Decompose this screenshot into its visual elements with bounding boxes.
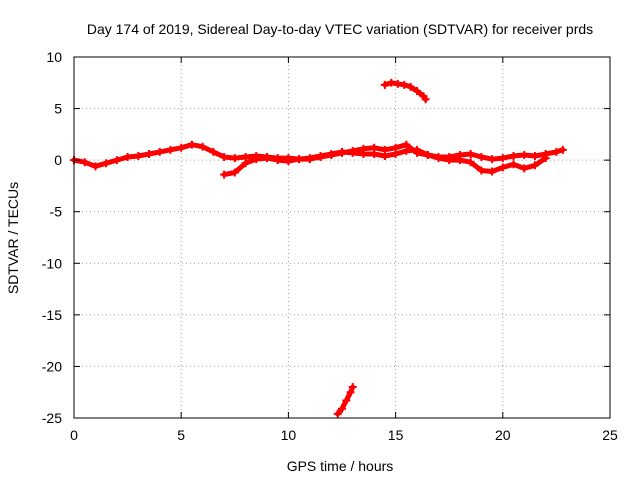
- data-point-main-trace-a-12: [198, 142, 207, 151]
- data-point-main-trace-a-40: [498, 154, 507, 163]
- data-point-main-trace-b-15: [380, 152, 389, 161]
- x-tick-label-4: 20: [495, 427, 511, 443]
- data-point-main-trace-b-6: [284, 157, 293, 166]
- data-point-main-trace-b-26: [498, 163, 507, 172]
- x-tick-label-1: 5: [177, 427, 185, 443]
- data-point-main-trace-b-19: [423, 150, 432, 159]
- data-point-main-trace-b-3: [252, 155, 261, 164]
- data-point-main-trace-b-11: [338, 147, 346, 156]
- data-point-main-trace-a-10: [177, 143, 186, 152]
- data-point-main-trace-b-28: [520, 164, 529, 173]
- data-point-main-trace-a-41: [509, 152, 518, 161]
- data-point-upper-arc-5: [413, 87, 422, 96]
- data-point-main-trace-a-46: [558, 145, 567, 154]
- data-point-main-trace-a-1: [80, 158, 89, 167]
- data-point-upper-arc-4: [406, 82, 415, 91]
- x-tick-label-2: 10: [281, 427, 297, 443]
- data-point-main-trace-a-3: [102, 159, 111, 168]
- data-point-main-trace-a-42: [520, 150, 529, 159]
- x-axis-label: GPS time / hours: [287, 458, 394, 474]
- data-point-main-trace-b-20: [434, 154, 443, 163]
- data-point-main-trace-a-6: [134, 152, 143, 161]
- data-point-main-trace-a-37: [466, 149, 475, 158]
- data-point-lower-arc-3: [346, 388, 355, 397]
- data-point-main-trace-a-15: [230, 154, 239, 163]
- series-upper-arc: [380, 78, 430, 104]
- data-point-upper-arc-3: [400, 80, 409, 89]
- y-tick-label-7: 10: [46, 49, 62, 65]
- data-point-main-trace-a-2: [91, 162, 100, 171]
- data-point-main-trace-b-0: [220, 170, 229, 179]
- y-tick-label-0: -25: [42, 410, 62, 426]
- data-point-main-trace-a-38: [477, 153, 486, 162]
- x-tick-label-3: 15: [388, 427, 404, 443]
- data-point-main-trace-b-4: [262, 154, 271, 163]
- data-point-lower-arc-1: [338, 404, 346, 413]
- data-point-main-trace-b-27: [509, 160, 518, 169]
- data-point-upper-arc-0: [380, 80, 389, 89]
- data-point-upper-arc-7: [421, 95, 430, 104]
- data-point-upper-arc-1: [387, 78, 396, 87]
- data-point-main-trace-a-4: [112, 156, 121, 165]
- data-point-lower-arc-2: [342, 396, 351, 405]
- data-point-main-trace-b-16: [391, 149, 400, 158]
- data-point-main-trace-b-10: [327, 149, 336, 158]
- plot-frame: [73, 56, 611, 419]
- axis-ticks: 0 5 10 15 20 25 -25 -20 -15 -10 -5 0 5 10: [42, 49, 618, 443]
- data-point-upper-arc-2: [393, 79, 402, 88]
- data-point-main-trace-b-13: [359, 149, 368, 158]
- data-point-main-trace-a-45: [552, 147, 561, 156]
- data-point-main-trace-b-18: [413, 145, 422, 154]
- y-tick-label-3: -10: [42, 255, 62, 271]
- x-tick-label-5: 25: [602, 427, 618, 443]
- data-point-main-trace-a-13: [209, 147, 218, 156]
- data-point-main-trace-a-39: [488, 155, 497, 164]
- data-point-main-trace-b-2: [241, 159, 250, 168]
- data-point-main-trace-a-8: [155, 147, 164, 156]
- data-series-layer: [70, 78, 567, 418]
- data-point-main-trace-b-8: [305, 154, 314, 163]
- data-point-main-trace-b-21: [445, 156, 454, 165]
- data-point-main-trace-b-12: [348, 148, 357, 157]
- data-point-main-trace-b-30: [541, 154, 550, 163]
- x-tick-label-0: 0: [70, 427, 78, 443]
- series-lower-arc: [333, 383, 357, 418]
- data-point-main-trace-a-14: [220, 153, 229, 162]
- data-point-main-trace-a-9: [166, 145, 175, 154]
- y-tick-label-4: -5: [50, 204, 63, 220]
- plot-border: [73, 56, 611, 419]
- y-tick-label-6: 5: [54, 101, 62, 117]
- data-point-main-trace-b-17: [402, 146, 411, 155]
- y-tick-label-5: 0: [54, 152, 62, 168]
- data-point-main-trace-b-7: [295, 155, 304, 164]
- data-point-main-trace-a-5: [123, 153, 132, 162]
- data-point-main-trace-a-7: [145, 149, 154, 158]
- data-point-main-trace-b-29: [530, 161, 539, 170]
- series-main-trace-b: [220, 145, 550, 179]
- data-point-main-trace-a-43: [530, 152, 539, 161]
- y-axis-label: SDTVAR / TECUs: [5, 182, 21, 294]
- y-tick-label-1: -20: [42, 358, 62, 374]
- data-point-main-trace-b-9: [316, 152, 325, 161]
- data-point-main-trace-b-25: [488, 167, 497, 176]
- data-point-main-trace-b-23: [466, 158, 475, 167]
- data-point-main-trace-b-1: [230, 168, 239, 177]
- data-point-main-trace-b-5: [273, 156, 282, 165]
- data-point-main-trace-b-14: [370, 149, 379, 158]
- data-point-lower-arc-4: [348, 383, 357, 392]
- chart-title: Day 174 of 2019, Sidereal Day-to-day VTE…: [87, 21, 593, 37]
- data-point-main-trace-a-11: [187, 140, 196, 149]
- data-point-main-trace-b-22: [455, 156, 464, 165]
- data-point-lower-arc-0: [333, 409, 342, 418]
- grid-lines: [74, 57, 610, 418]
- y-tick-label-2: -15: [42, 307, 62, 323]
- data-point-main-trace-b-24: [477, 166, 486, 175]
